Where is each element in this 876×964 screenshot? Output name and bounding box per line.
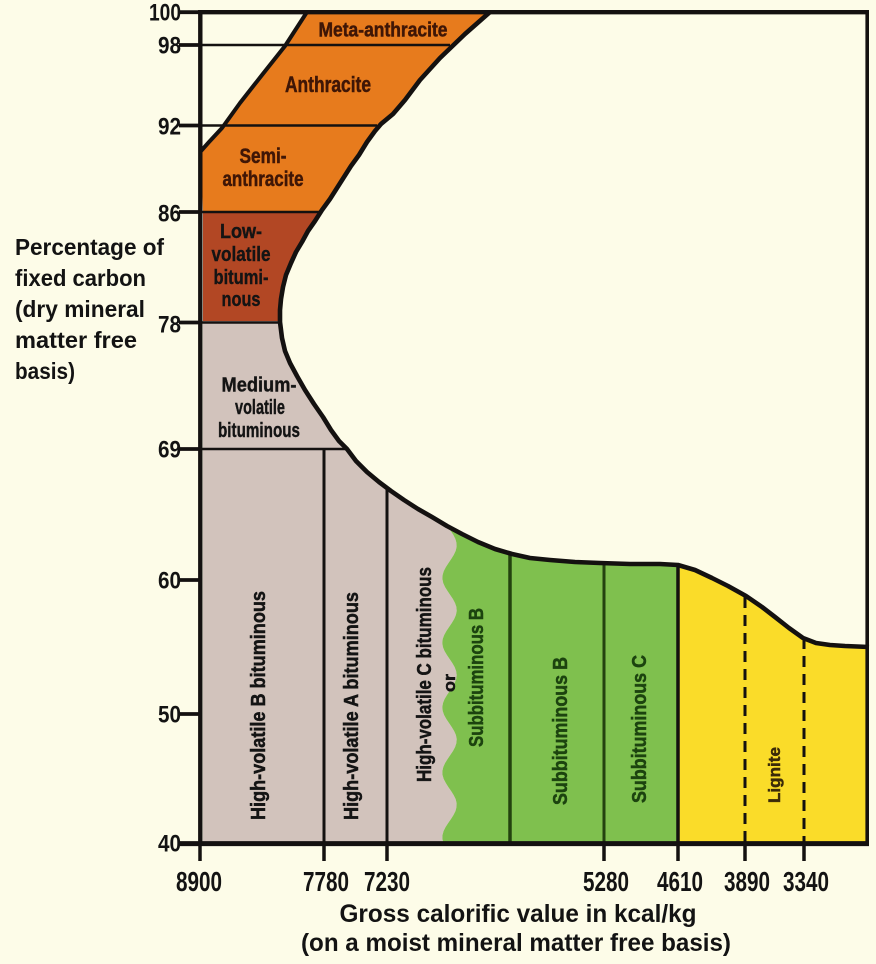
svg-text:Percentage of: Percentage of — [15, 234, 164, 260]
svg-text:8900: 8900 — [176, 866, 222, 897]
svg-text:92: 92 — [158, 114, 181, 141]
svg-text:High-volatile B bituminous: High-volatile B bituminous — [248, 591, 270, 820]
svg-text:50: 50 — [158, 702, 181, 729]
svg-text:Subbituminous C: Subbituminous C — [629, 655, 651, 803]
svg-text:fixed carbon: fixed carbon — [15, 265, 146, 291]
svg-text:anthracite: anthracite — [223, 168, 304, 191]
svg-text:3890: 3890 — [724, 866, 770, 897]
svg-text:78: 78 — [158, 312, 181, 339]
svg-text:4610: 4610 — [657, 866, 703, 897]
svg-text:3340: 3340 — [783, 866, 829, 897]
svg-text:(dry mineral: (dry mineral — [15, 296, 145, 322]
svg-text:100: 100 — [149, 0, 181, 27]
svg-text:High-volatile C bituminous: High-volatile C bituminous — [414, 567, 436, 782]
svg-text:High-volatile A bituminous: High-volatile A bituminous — [341, 592, 363, 820]
svg-text:Lignite: Lignite — [765, 747, 784, 803]
svg-text:nous: nous — [222, 289, 261, 311]
svg-text:Low-: Low- — [220, 221, 262, 243]
svg-text:40: 40 — [158, 831, 181, 858]
svg-text:Gross calorific value in kcal/: Gross calorific value in kcal/kg — [340, 900, 697, 928]
svg-text:7780: 7780 — [303, 866, 349, 897]
svg-text:volatile: volatile — [212, 244, 271, 266]
svg-text:volatile: volatile — [235, 397, 285, 419]
svg-text:or: or — [440, 674, 459, 692]
svg-text:60: 60 — [158, 568, 181, 595]
svg-text:Subbituminous B: Subbituminous B — [550, 657, 572, 805]
svg-text:bituminous: bituminous — [218, 420, 300, 442]
svg-text:98: 98 — [158, 33, 181, 60]
svg-text:matter free: matter free — [15, 327, 137, 353]
svg-text:69: 69 — [158, 437, 181, 464]
svg-text:Meta-anthracite: Meta-anthracite — [319, 20, 448, 42]
svg-text:5280: 5280 — [583, 866, 629, 897]
svg-text:Medium-: Medium- — [222, 375, 297, 397]
svg-text:Semi-: Semi- — [240, 145, 287, 168]
svg-text:Subbituminous B: Subbituminous B — [466, 608, 488, 747]
svg-text:bitumi-: bitumi- — [214, 267, 269, 289]
svg-text:(on a moist mineral matter fre: (on a moist mineral matter free basis) — [301, 929, 731, 957]
svg-text:Anthracite: Anthracite — [285, 72, 371, 97]
svg-text:86: 86 — [158, 201, 181, 228]
svg-text:basis): basis) — [15, 358, 75, 384]
svg-text:7230: 7230 — [364, 866, 410, 897]
